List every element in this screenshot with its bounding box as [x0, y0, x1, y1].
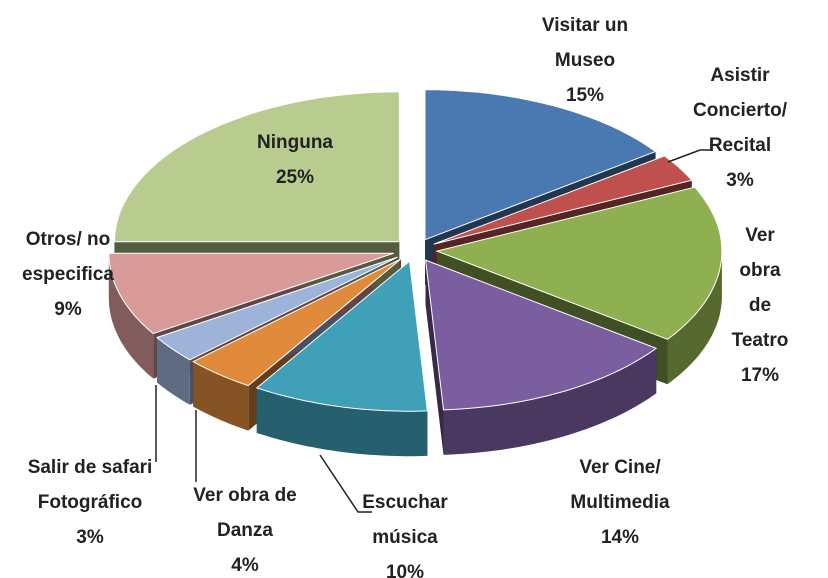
category-name: Ver obra de Teatro — [731, 225, 789, 351]
slice-label: Ver obra de Teatro 17% — [726, 218, 794, 393]
slice-label: Escuchar música 10% — [362, 485, 448, 578]
slice — [156, 256, 398, 361]
slice-label: Ninguna 25% — [257, 125, 333, 195]
slice-label: Salir de safari Fotográfico 3% — [28, 450, 153, 555]
slice — [108, 252, 395, 335]
percent-label: 3% — [76, 527, 104, 548]
percent-label: 25% — [275, 167, 315, 188]
category-name: Ver Cine/ Multimedia — [570, 457, 670, 513]
percent-label: 9% — [54, 299, 82, 320]
slice-label: Ver Cine/ Multimedia 14% — [570, 450, 669, 555]
category-name: Asistir Concierto/ Recital — [693, 65, 787, 156]
slice — [433, 155, 693, 245]
slice — [113, 91, 400, 243]
category-name: Salir de safari Fotográfico — [27, 457, 153, 513]
slice — [425, 259, 658, 411]
slice-wall — [443, 348, 657, 455]
slice — [424, 89, 657, 241]
leader-line — [319, 454, 372, 513]
slice — [255, 260, 428, 412]
slice — [435, 186, 723, 340]
category-name: Otros/ no especifica — [22, 229, 114, 285]
slice-wall — [256, 387, 428, 457]
slice-wall — [108, 253, 154, 379]
percent-label: 14% — [600, 527, 640, 548]
slice-label: Ver obra de Danza 4% — [193, 478, 297, 578]
percent-label: 15% — [565, 85, 605, 106]
category-name: Ver obra de Danza — [193, 485, 297, 541]
slice-wall — [667, 251, 722, 385]
category-name: Escuchar música — [362, 492, 448, 548]
slice-wall — [157, 337, 190, 405]
slice-wall — [193, 361, 249, 431]
slice-side — [425, 260, 444, 455]
percent-label: 17% — [740, 365, 780, 386]
percent-label: 10% — [385, 562, 425, 578]
category-name: Ninguna — [257, 132, 333, 153]
percent-label: 3% — [726, 170, 754, 191]
percent-label: 4% — [231, 555, 259, 576]
slice-label: Otros/ no especifica 9% — [22, 222, 114, 327]
category-name: Visitar un Museo — [541, 15, 629, 71]
slice-label: Asistir Concierto/ Recital 3% — [693, 58, 787, 198]
slice — [192, 258, 402, 387]
slice-label: Visitar un Museo 15% — [542, 8, 628, 113]
leader-line — [667, 149, 712, 163]
